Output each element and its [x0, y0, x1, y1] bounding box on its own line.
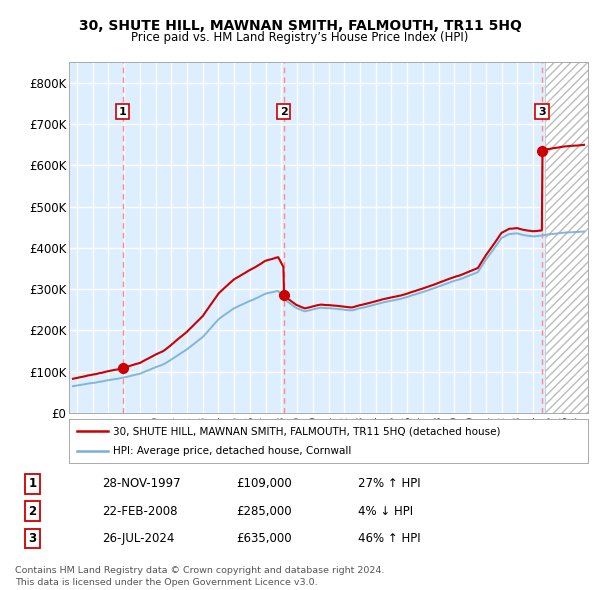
Text: 30, SHUTE HILL, MAWNAN SMITH, FALMOUTH, TR11 5HQ: 30, SHUTE HILL, MAWNAN SMITH, FALMOUTH, … [79, 19, 521, 33]
Text: £635,000: £635,000 [236, 532, 292, 545]
Bar [545, 62, 588, 413]
Text: 46% ↑ HPI: 46% ↑ HPI [358, 532, 421, 545]
Text: 3: 3 [28, 532, 37, 545]
Text: 27% ↑ HPI: 27% ↑ HPI [358, 477, 421, 490]
Text: 22-FEB-2008: 22-FEB-2008 [102, 504, 178, 517]
Text: £109,000: £109,000 [236, 477, 292, 490]
Text: 1: 1 [119, 107, 127, 116]
Text: Price paid vs. HM Land Registry’s House Price Index (HPI): Price paid vs. HM Land Registry’s House … [131, 31, 469, 44]
Text: £285,000: £285,000 [236, 504, 292, 517]
Text: 30, SHUTE HILL, MAWNAN SMITH, FALMOUTH, TR11 5HQ (detached house): 30, SHUTE HILL, MAWNAN SMITH, FALMOUTH, … [113, 427, 500, 436]
Text: 2: 2 [28, 504, 37, 517]
Text: 3: 3 [538, 107, 546, 116]
Text: 26-JUL-2024: 26-JUL-2024 [102, 532, 175, 545]
Text: 28-NOV-1997: 28-NOV-1997 [102, 477, 181, 490]
Text: 1: 1 [28, 477, 37, 490]
Text: 4% ↓ HPI: 4% ↓ HPI [358, 504, 413, 517]
Bar [545, 62, 588, 413]
Text: This data is licensed under the Open Government Licence v3.0.: This data is licensed under the Open Gov… [15, 578, 317, 587]
Text: Contains HM Land Registry data © Crown copyright and database right 2024.: Contains HM Land Registry data © Crown c… [15, 566, 385, 575]
Text: 2: 2 [280, 107, 287, 116]
Text: HPI: Average price, detached house, Cornwall: HPI: Average price, detached house, Corn… [113, 446, 352, 455]
